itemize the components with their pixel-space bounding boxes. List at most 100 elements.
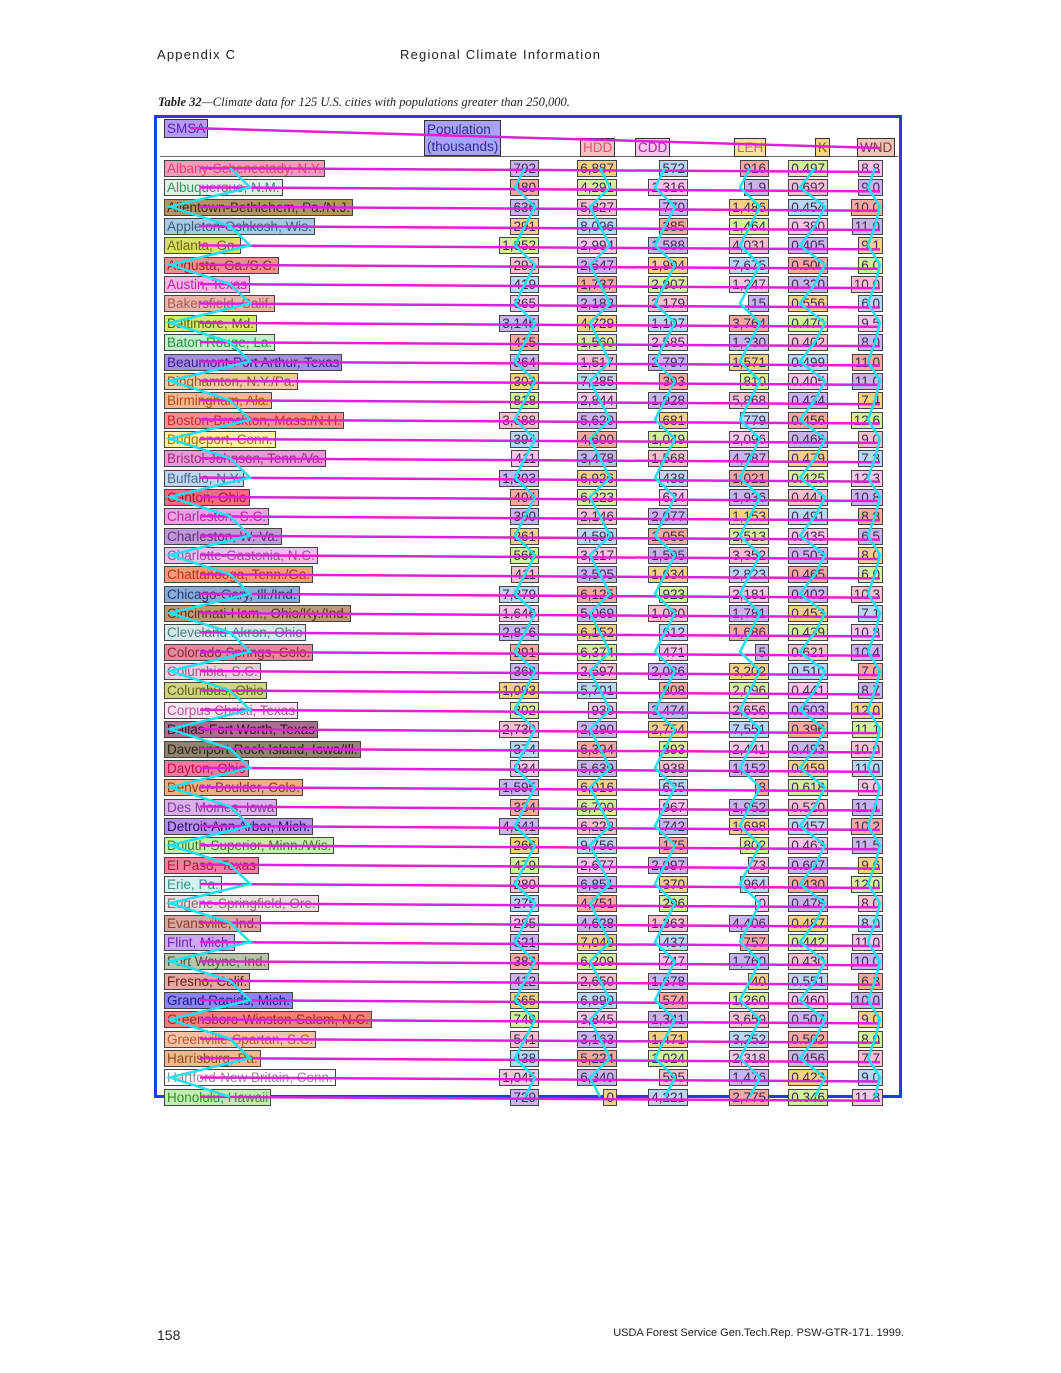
cdd-cell: 1,049 <box>648 430 688 448</box>
hdd-cell: 2,547 <box>577 256 617 274</box>
smsa-cell: Boston-Brockton, Mass./N.H. <box>164 411 345 429</box>
smsa-cell: Binghamton, N.Y./Pa. <box>164 372 299 390</box>
wnd-cell: 11.5 <box>851 837 883 855</box>
smsa-cell: Columbus, Ohio <box>164 682 267 700</box>
population-cell: 4,641 <box>499 817 539 835</box>
leh-cell: 1,760 <box>729 953 769 971</box>
hdd-cell: 4,729 <box>577 314 617 332</box>
population-cell: 383 <box>510 953 539 971</box>
population-cell: 291 <box>510 256 539 274</box>
table-row: Bristol-Johnson, Tenn./Va. 411 3,478 1,568 4… <box>0 450 1061 468</box>
population-cell: 1,093 <box>499 682 539 700</box>
leh-cell: 1,686 <box>729 624 769 642</box>
hdd-cell: 4,600 <box>577 430 617 448</box>
smsa-cell: Fresno, Calif. <box>164 972 251 990</box>
k-cell: 0.405 <box>788 372 828 390</box>
leh-cell: 1,330 <box>729 334 769 352</box>
hdd-cell: 3,217 <box>577 547 617 564</box>
smsa-cell: Bristol-Johnson, Tenn./Va. <box>164 450 327 468</box>
wnd-cell: 10.8 <box>850 488 883 506</box>
hdd-cell: 5,827 <box>577 198 617 216</box>
wnd-cell: 10.0 <box>850 198 883 216</box>
hdd-cell: 6,016 <box>577 779 617 797</box>
smsa-cell: Buffalo, N.Y. <box>164 469 244 487</box>
wnd-cell: 7.3 <box>858 450 883 468</box>
wnd-cell: 10.0 <box>850 276 883 294</box>
wnd-cell: 9.0 <box>858 779 883 797</box>
population-cell: 3,688 <box>499 411 539 429</box>
wnd-cell: 8.7 <box>858 682 883 700</box>
cdd-cell: 1,080 <box>648 605 688 623</box>
k-cell: 0.320 <box>788 276 828 294</box>
cdd-cell: 2,907 <box>648 276 688 294</box>
population-cell: 415 <box>510 334 539 352</box>
smsa-cell: Bakersfield, Calif. <box>164 295 276 313</box>
cdd-cell: 612 <box>659 624 688 642</box>
hdd-cell: 1,737 <box>577 276 617 294</box>
k-cell: 0.430 <box>788 875 828 893</box>
leh-cell: 2,096 <box>729 682 769 700</box>
table-row: Fresno, Calif. 412 2,650 1,678 40 0.551 6.3 <box>0 972 1061 990</box>
cdd-cell: 1,316 <box>648 179 688 197</box>
population-cell: 1,852 <box>499 237 539 255</box>
smsa-cell: Cincinnati-Ham., Ohio/Ky./Ind. <box>164 605 351 623</box>
cdd-cell: 1,595 <box>648 547 688 564</box>
wnd-cell: 6.0 <box>858 295 883 313</box>
smsa-cell: Colorado Springs, Colo. <box>164 643 314 661</box>
hdd-cell: 5,069 <box>577 605 617 623</box>
hdd-cell: 930 <box>588 701 617 719</box>
wnd-cell: 9.5 <box>858 314 883 332</box>
cdd-cell: 3,474 <box>648 701 688 719</box>
population-cell: 2,730 <box>499 721 539 739</box>
leh-cell: 2,096 <box>729 430 769 448</box>
table-row: Baltimore, Md. 3,145 4,729 1,107 3,764 0.470 9… <box>0 314 1061 332</box>
cdd-cell: 2,179 <box>648 295 688 313</box>
cdd-cell: 296 <box>659 895 688 913</box>
smsa-cell: Greenville-Spartan, S.C. <box>164 1030 317 1048</box>
population-cell: 818 <box>510 392 539 410</box>
hdd-cell: 2,650 <box>577 972 617 990</box>
cdd-cell: 681 <box>659 411 688 429</box>
wnd-cell: 8.0 <box>858 1030 883 1048</box>
cdd-cell: 2,086 <box>648 663 688 681</box>
leh-cell: 3,252 <box>729 1030 769 1048</box>
table-row: Denver-Boulder, Colo. 1,595 6,016 625 8 0.618… <box>0 779 1061 797</box>
hdd-cell: 7,040 <box>577 934 617 951</box>
smsa-cell: Beaumont-Port Arthur, Texas <box>164 353 343 371</box>
column-header-k: K <box>815 138 831 157</box>
table-caption: Table 32—Climate data for 125 U.S. citie… <box>158 95 570 110</box>
cdd-cell: 574 <box>659 992 688 1010</box>
k-cell: 0.441 <box>788 488 828 506</box>
population-cell: 934 <box>510 759 539 777</box>
wnd-cell: 9.0 <box>858 179 883 197</box>
k-cell: 0.456 <box>788 411 828 429</box>
cdd-cell: 923 <box>659 585 688 603</box>
hdd-cell: 0 <box>603 1088 617 1106</box>
cdd-cell: 893 <box>659 740 688 758</box>
cdd-cell: 4,221 <box>648 1088 688 1106</box>
cdd-cell: 1,588 <box>648 237 688 255</box>
cdd-cell: 770 <box>659 198 688 216</box>
population-cell: 394 <box>510 430 539 448</box>
table-row: Harrisburg, Pa. 438 5,224 1,024 2,318 0.456 7.… <box>0 1050 1061 1068</box>
leh-cell: 802 <box>740 837 769 855</box>
smsa-cell: Des Moines, Iowa <box>164 798 278 816</box>
wnd-cell: 11.0 <box>851 759 883 777</box>
k-cell: 0.479 <box>788 450 828 468</box>
wnd-cell: 10.4 <box>850 643 883 661</box>
leh-cell: 7,551 <box>729 721 769 739</box>
k-cell: 0.434 <box>788 392 828 410</box>
population-cell: 390 <box>510 508 539 526</box>
smsa-cell: Charleston, S.C. <box>164 508 270 526</box>
population-cell: 480 <box>510 179 539 197</box>
table-row: Evansville, Ind. 285 4,628 1,363 4,406 0.487 8… <box>0 914 1061 932</box>
k-cell: 0.551 <box>788 972 828 990</box>
population-cell: 729 <box>510 1088 539 1106</box>
smsa-cell: Chicago-Gary, Ill./Ind. <box>164 585 300 603</box>
hdd-cell: 5,639 <box>577 759 617 777</box>
header-rule <box>160 156 898 157</box>
hdd-cell: 3,478 <box>577 450 617 468</box>
k-cell: 0.487 <box>788 914 828 932</box>
k-cell: 0.478 <box>788 895 828 913</box>
population-cell: 368 <box>510 663 539 681</box>
